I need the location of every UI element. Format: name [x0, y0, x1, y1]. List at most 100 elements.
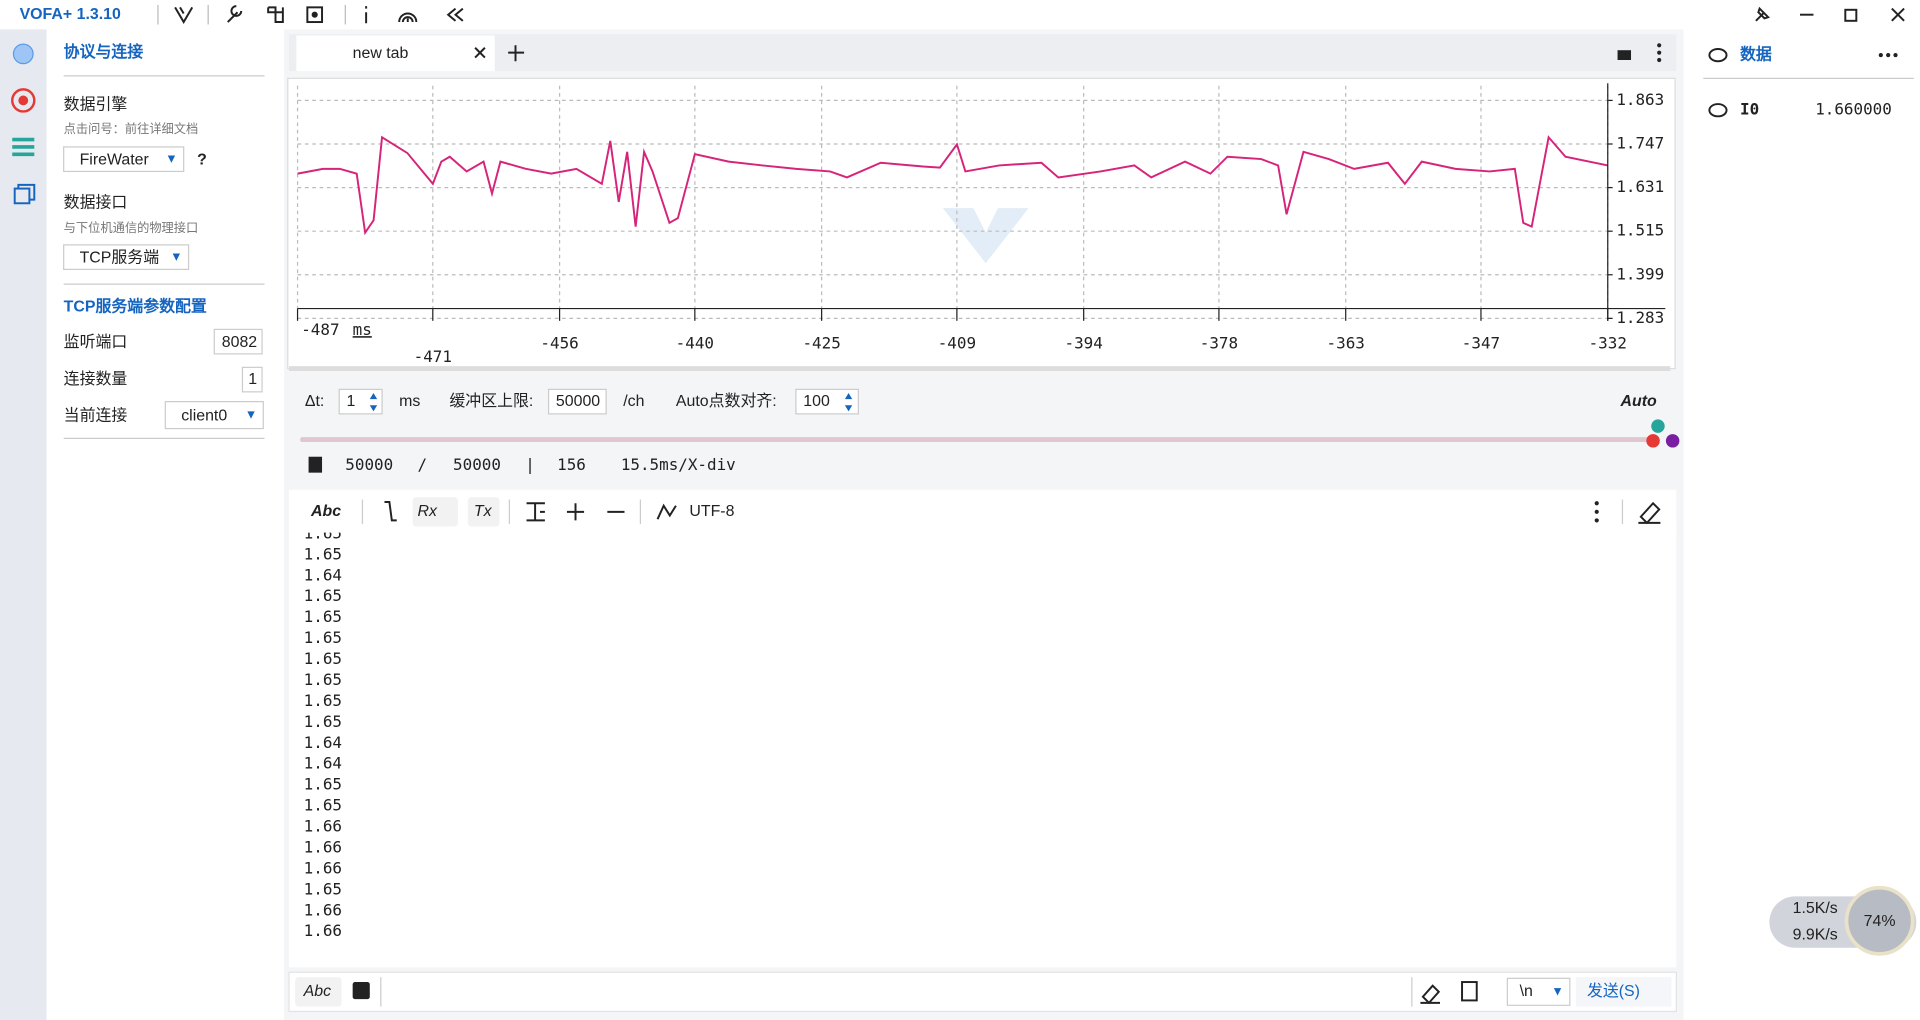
trash-icon[interactable] — [308, 456, 323, 473]
log-line: 1.66 — [304, 837, 342, 856]
slider-handle[interactable] — [1665, 434, 1680, 448]
sidebar-windows[interactable] — [13, 187, 31, 205]
plot-scrollbar[interactable] — [288, 366, 1671, 372]
menu-dot — [1657, 57, 1662, 63]
capture-icon[interactable] — [306, 6, 324, 24]
sidebar-list[interactable] — [12, 137, 35, 157]
tab[interactable] — [296, 35, 495, 72]
clear-send[interactable] — [1420, 984, 1441, 1005]
log-line: 1.65 — [304, 670, 342, 689]
x-tick-label: -456 — [540, 334, 578, 353]
engine-hint: 点击问号：前往详细文档 — [64, 121, 199, 136]
close-button[interactable] — [1891, 7, 1905, 22]
y-tick-label: 1.515 — [1616, 221, 1664, 240]
menu-dot — [1893, 53, 1898, 58]
field-label: 监听端口 — [64, 333, 128, 351]
menu-dot — [1594, 518, 1599, 523]
send-label: 发送(S) — [1587, 982, 1640, 1000]
x-tick-label: -425 — [802, 334, 840, 353]
send-button[interactable] — [1575, 977, 1672, 1007]
sidebar-record[interactable] — [11, 88, 36, 113]
file-icon[interactable] — [352, 982, 370, 1000]
menu-dot[interactable] — [1594, 501, 1599, 506]
dt-unit: ms — [399, 393, 420, 410]
log-line: 1.65 — [304, 586, 342, 605]
eye-icon[interactable] — [1708, 48, 1728, 63]
dt-input[interactable] — [338, 388, 383, 415]
mode-label: Auto — [1620, 393, 1658, 410]
encoding[interactable]: UTF-8 — [689, 503, 734, 520]
x-div: 15.5ms/X-div — [621, 455, 736, 474]
connection-select[interactable] — [164, 401, 264, 430]
channel-eye[interactable] — [1708, 103, 1728, 118]
log-line: 1.66 — [304, 858, 342, 877]
abc-button[interactable]: Abc — [310, 503, 341, 520]
spinner[interactable] — [844, 393, 853, 412]
menu-dot — [1657, 50, 1662, 55]
maximize-button[interactable] — [1844, 8, 1858, 22]
rx-toggle[interactable] — [412, 497, 458, 527]
log-line: 1.65 — [304, 607, 342, 626]
slider-handle[interactable] — [1646, 434, 1660, 448]
pin-icon[interactable] — [1755, 6, 1770, 22]
eraser-icon[interactable] — [1638, 501, 1661, 525]
collapse-icon[interactable] — [446, 7, 464, 22]
dropdown-arrow — [172, 253, 180, 261]
port-input[interactable] — [213, 328, 263, 355]
slider-track[interactable] — [300, 437, 1660, 443]
x-tick-label: -409 — [938, 334, 976, 353]
spinner[interactable] — [369, 393, 378, 412]
encoding-icon[interactable] — [656, 503, 677, 520]
buffer-input[interactable] — [547, 388, 607, 415]
x-tick-label: -378 — [1200, 334, 1238, 353]
slider-handle[interactable] — [1651, 419, 1665, 433]
right-panel-bg — [1683, 29, 1920, 1020]
panel-title: 协议与连接 — [64, 42, 144, 61]
y-tick-label: 1.631 — [1616, 177, 1664, 196]
y-tick-label: 1.863 — [1616, 90, 1664, 109]
tab-close[interactable] — [474, 47, 486, 59]
x-tick-label: -471 — [414, 347, 452, 366]
sidebar-record-dot — [18, 95, 29, 106]
log-area — [288, 531, 1677, 968]
tab-add[interactable] — [508, 45, 525, 62]
newline-select[interactable] — [1506, 977, 1571, 1006]
dt-value: 1 — [347, 393, 356, 410]
field-value: 1 — [248, 371, 257, 388]
zoom-in[interactable] — [566, 503, 585, 521]
logo-icon[interactable] — [174, 6, 194, 24]
menu-dot[interactable] — [1878, 53, 1883, 58]
interface-select[interactable] — [63, 244, 190, 270]
count-input[interactable] — [241, 366, 263, 393]
newline: \n — [1520, 983, 1533, 1000]
hex-icon[interactable] — [384, 501, 397, 522]
shirt-icon[interactable] — [267, 6, 284, 24]
tool-icon[interactable] — [227, 5, 243, 23]
log-line: 1.65 — [304, 649, 342, 668]
tx-toggle[interactable] — [467, 497, 500, 527]
log-line: 1.66 — [304, 817, 342, 836]
fingerprint-icon[interactable] — [398, 12, 418, 23]
buffer-value: 50000 — [556, 393, 600, 410]
y-tick-label: 1.399 — [1616, 264, 1664, 283]
send-bar — [288, 971, 1677, 1013]
interface-hint: 与下位机通信的物理接口 — [64, 220, 199, 235]
engine-select[interactable] — [63, 146, 185, 173]
format-icon[interactable] — [526, 502, 545, 522]
send-abc: Abc — [303, 983, 331, 1000]
send-abc-toggle[interactable] — [295, 977, 342, 1007]
log-line: 1.64 — [304, 754, 342, 773]
x-unit: ms — [353, 320, 372, 339]
net-up: 1.5K/s — [1793, 900, 1838, 917]
config-title: TCP服务端参数配置 — [64, 297, 207, 316]
help-button[interactable]: ? — [197, 152, 207, 169]
sidebar-connect[interactable] — [12, 43, 34, 65]
lock-icon[interactable] — [1617, 50, 1632, 60]
history-icon[interactable] — [1461, 981, 1478, 1002]
x-tick-label: -332 — [1589, 334, 1627, 353]
log-line: 1.65 — [304, 691, 342, 710]
interface-value: TCP服务端 — [80, 249, 160, 267]
menu-dot[interactable] — [1657, 43, 1662, 48]
